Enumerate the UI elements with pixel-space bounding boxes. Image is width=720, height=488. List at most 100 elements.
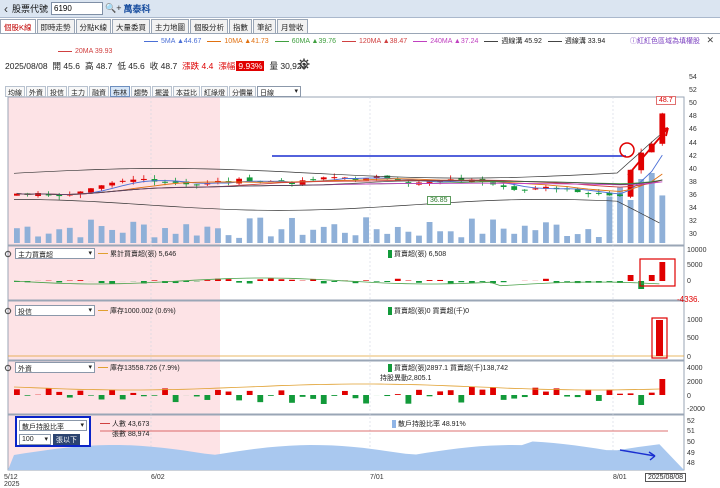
axis-tick: 50: [687, 439, 695, 446]
axis-tick: 0: [687, 393, 691, 400]
search-icon[interactable]: 🔍+: [105, 3, 122, 13]
indicator-tab[interactable]: 融資: [89, 86, 109, 97]
holders-legend-row2: 張數 88,974: [112, 428, 149, 439]
volume-bar: [45, 233, 52, 243]
candle-body: [585, 193, 592, 195]
foreign-bar: [479, 389, 486, 395]
force-bar: [172, 281, 179, 284]
ma-line: [16, 154, 663, 196]
close-icon[interactable]: ✕: [706, 35, 714, 45]
holding-change: 持股異動2,805.1: [380, 374, 432, 382]
tab-branch-kline[interactable]: 分點K線: [75, 19, 112, 33]
ohlc-open: 開 45.6: [52, 61, 80, 71]
band-lower: [14, 199, 660, 224]
force-bar: [289, 279, 295, 281]
candle-body: [162, 181, 168, 183]
tab-realtime[interactable]: 即時走勢: [36, 19, 75, 33]
foreign-bar: [595, 395, 602, 401]
gear-icon[interactable]: [4, 364, 12, 372]
indicator-tab[interactable]: 擺盪: [152, 86, 172, 97]
foreign-bar: [119, 395, 126, 400]
volume-bar: [511, 233, 518, 243]
indicator-tab[interactable]: 分價量: [229, 86, 256, 97]
date-label: 8/01: [613, 474, 627, 481]
price-axis-tick: 32: [689, 218, 697, 226]
tabs-divider: [0, 33, 720, 34]
settings-icon[interactable]: [298, 58, 310, 70]
axis-tick: 2000: [687, 379, 703, 386]
axis-tick: 48: [687, 460, 695, 467]
force-bar: [278, 279, 285, 281]
indicator-select[interactable]: 主力買賣超: [15, 248, 95, 259]
indicator-tab-active[interactable]: 布林: [110, 86, 130, 97]
candle-body: [511, 186, 518, 190]
ohlc-low: 低 45.6: [117, 61, 145, 71]
panel-frame: [7, 360, 685, 415]
indicator-tab[interactable]: 投信: [47, 86, 67, 97]
foreign-bar: [585, 389, 592, 395]
tab-monthly-revenue[interactable]: 月營收: [277, 19, 308, 33]
indicator-tab[interactable]: 均線: [5, 86, 25, 97]
force-bar: [648, 275, 655, 281]
foreign-bar: [24, 395, 31, 396]
tab-notes[interactable]: 筆記: [253, 19, 277, 33]
volume-bar: [638, 179, 645, 243]
tab-analysis[interactable]: 個股分析: [190, 19, 229, 33]
foreign-bar: [447, 390, 454, 395]
volume-bar: [490, 219, 496, 243]
back-icon[interactable]: ‹: [4, 1, 8, 16]
volume-bar: [24, 226, 31, 243]
period-select[interactable]: 日線: [257, 86, 301, 97]
volume-bar: [595, 237, 602, 243]
candle-body: [14, 193, 20, 196]
legend-bar: 買賣超(張) 6,508: [388, 249, 446, 259]
force-bar: [447, 281, 454, 284]
foreign-bar: [426, 395, 433, 397]
tab-main-force-map[interactable]: 主力地圖: [151, 19, 190, 33]
gear-icon[interactable]: [4, 307, 12, 315]
volume-bar: [331, 224, 338, 243]
tab-big-orders[interactable]: 大量委買: [112, 19, 151, 33]
date-label: 5/12: [4, 474, 18, 481]
axis-tick: 10000: [687, 247, 707, 254]
info-link[interactable]: ⓘ紅紅色區域為填權股: [630, 38, 700, 45]
candle-body: [119, 180, 126, 182]
candle-body: [500, 185, 507, 187]
volume-bar: [574, 234, 581, 243]
tab-kline[interactable]: 個股K線: [0, 19, 36, 33]
ma-legend-item: 120MA ▲38.47: [342, 38, 407, 45]
force-bar: [363, 280, 369, 281]
force-bar: [490, 281, 496, 284]
indicator-select[interactable]: 投信: [15, 305, 95, 316]
candle-body: [236, 178, 243, 184]
price-axis-tick: 30: [689, 231, 697, 239]
stock-code-input[interactable]: [51, 2, 104, 15]
price-axis-tick: 36: [689, 191, 697, 199]
indicator-tab[interactable]: 外資: [26, 86, 46, 97]
ma-legend-item: 10MA ▲41.73: [207, 38, 269, 45]
force-bar: [310, 278, 317, 281]
indicator-tab[interactable]: 主力: [68, 86, 88, 97]
volume-bar: [553, 224, 560, 243]
indicator-tab[interactable]: 紅綠燈: [201, 86, 228, 97]
threshold-button[interactable]: 張以下: [53, 434, 80, 445]
volume-bar: [394, 226, 401, 243]
ohlc-change-pct-label: 漲幅: [218, 61, 236, 71]
gear-icon[interactable]: [4, 250, 12, 258]
price-axis-tick: 46: [689, 126, 697, 134]
candle-body: [246, 177, 253, 182]
candle-body: [606, 192, 613, 196]
indicator-select[interactable]: 散戶持股比率: [19, 420, 87, 431]
tab-index[interactable]: 指數: [229, 19, 253, 33]
candle-body: [595, 192, 602, 194]
threshold-select[interactable]: 100: [19, 434, 51, 445]
force-bar: [331, 281, 338, 282]
force-bar: [394, 278, 401, 281]
indicator-select[interactable]: 外資: [15, 362, 95, 373]
indicator-tab[interactable]: 本益比: [173, 86, 200, 97]
indicator-tab[interactable]: 趨勢: [131, 86, 151, 97]
foreign-bar: [384, 395, 391, 397]
candle-body: [617, 194, 623, 197]
legend-line: 庫存1000.002 (0.6%): [98, 306, 368, 316]
